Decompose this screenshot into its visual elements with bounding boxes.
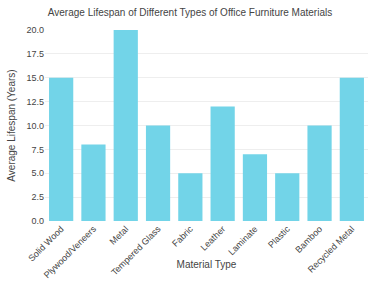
svg-text:Plastic: Plastic [266, 224, 292, 250]
svg-text:Fabric: Fabric [170, 224, 195, 249]
svg-text:Tempered Glass: Tempered Glass [109, 224, 163, 278]
svg-text:Metal: Metal [108, 224, 131, 247]
svg-text:15.0: 15.0 [26, 73, 44, 83]
svg-text:7.5: 7.5 [31, 145, 44, 155]
svg-text:2.5: 2.5 [31, 192, 44, 202]
svg-text:Material Type: Material Type [177, 259, 237, 270]
svg-text:Recycled Metal: Recycled Metal [306, 224, 357, 275]
svg-text:12.5: 12.5 [26, 97, 44, 107]
svg-text:5.0: 5.0 [31, 168, 44, 178]
svg-text:Bamboo: Bamboo [293, 224, 324, 255]
svg-text:Average Lifespan (Years): Average Lifespan (Years) [6, 69, 17, 181]
svg-text:Solid Wood: Solid Wood [26, 224, 66, 264]
svg-text:Leather: Leather [199, 224, 228, 253]
svg-text:17.5: 17.5 [26, 49, 44, 59]
svg-text:0.0: 0.0 [31, 216, 44, 226]
svg-text:10.0: 10.0 [26, 121, 44, 131]
svg-text:Laminate: Laminate [226, 224, 259, 257]
svg-text:Average Lifespan of Different: Average Lifespan of Different Types of O… [48, 7, 332, 18]
svg-text:Plywood/Veneers: Plywood/Veneers [42, 224, 99, 281]
svg-text:20.0: 20.0 [26, 25, 44, 35]
